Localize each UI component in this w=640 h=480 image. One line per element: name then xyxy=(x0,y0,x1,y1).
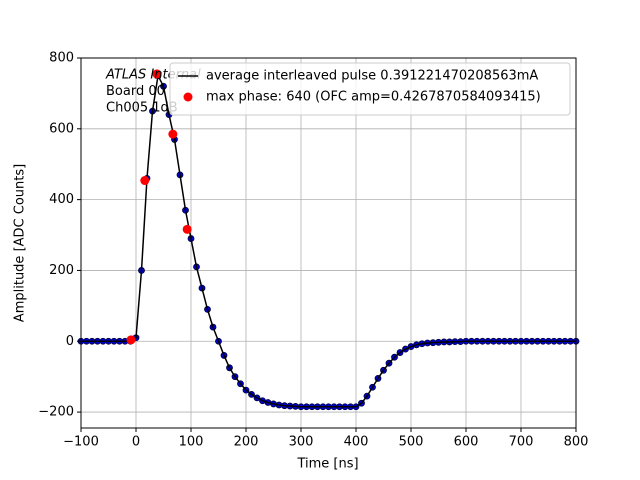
annotation: Board 00 xyxy=(106,84,165,99)
max-phase-point xyxy=(152,69,162,79)
y-tick-label: 400 xyxy=(49,192,74,207)
x-tick-label: 0 xyxy=(132,435,140,450)
plot-area xyxy=(77,69,580,411)
y-tick-label: 800 xyxy=(49,51,74,66)
y-axis-label: Amplitude [ADC Counts] xyxy=(13,164,28,322)
pulse-line xyxy=(81,73,576,408)
legend: average interleaved pulse 0.391221470208… xyxy=(169,62,571,116)
x-tick-label: 700 xyxy=(509,435,534,450)
max-phase-point xyxy=(126,335,136,345)
max-phase-point xyxy=(168,129,178,139)
x-axis-label: Time [ns] xyxy=(296,457,358,472)
x-tick-label: 100 xyxy=(179,435,204,450)
x-tick-label: 600 xyxy=(454,435,479,450)
max-phase-point xyxy=(140,176,150,186)
x-tick-label: 300 xyxy=(289,435,314,450)
x-tick-label: 400 xyxy=(344,435,369,450)
y-tick-label: 0 xyxy=(66,334,74,349)
y-tick-label: 200 xyxy=(49,263,74,278)
annotation: Ch005 1dB xyxy=(106,101,178,116)
y-tick-label: −200 xyxy=(38,405,74,420)
max-phase-point xyxy=(182,224,192,234)
legend-box xyxy=(169,62,571,116)
y-tick-label: 600 xyxy=(49,121,74,136)
x-tick-label: 500 xyxy=(399,435,424,450)
x-tick-label: 200 xyxy=(234,435,259,450)
x-tick-label: 800 xyxy=(564,435,589,450)
legend-label: average interleaved pulse 0.391221470208… xyxy=(206,69,538,84)
legend-point xyxy=(183,92,193,102)
x-tick-label: −100 xyxy=(63,435,99,450)
legend-label: max phase: 640 (OFC amp=0.42678705840934… xyxy=(206,90,541,105)
axes-frame xyxy=(80,57,577,429)
ticks: −100 0 100 200 300 400 500 600 700 800 −200 0 200 400… xyxy=(38,51,588,450)
